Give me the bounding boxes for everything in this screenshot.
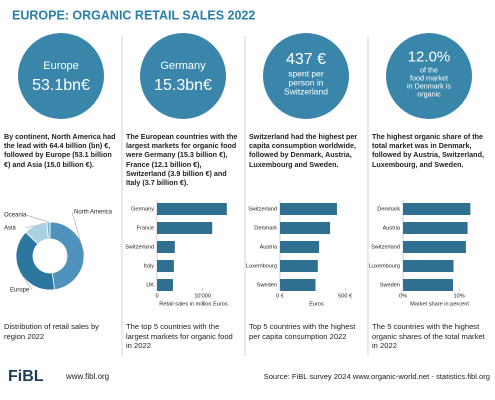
bar: [403, 203, 471, 215]
caption: Top 5 countries with the highest per cap…: [249, 322, 356, 341]
badge: [263, 33, 349, 119]
caption: Distribution of retail sales by region 2…: [4, 322, 99, 341]
y-tick-label: Denmark: [254, 225, 277, 231]
donut-slice: [15, 231, 55, 291]
badge-text: 437 €: [286, 51, 326, 68]
y-tick-label: Switzerland: [371, 244, 400, 250]
leader-line: [25, 214, 49, 223]
panel-text: The European countries with the largest …: [126, 132, 238, 188]
slice-label: Oceania: [4, 213, 27, 219]
y-tick-label: Italy: [144, 263, 154, 269]
caption: The top 5 countries with the largest mar…: [126, 322, 233, 351]
x-tick-label: 0%: [399, 293, 407, 299]
slice-label: Asia: [4, 226, 16, 232]
footer-url: www.fibl.org: [65, 372, 109, 381]
badge: [18, 33, 104, 119]
leader-line: [25, 225, 36, 229]
badge-text: food market: [410, 73, 448, 82]
bar: [403, 279, 453, 291]
footer-source: Source: FiBL survey 2024 www.organic-wor…: [264, 372, 490, 381]
badge-text: organic: [417, 89, 441, 98]
bar: [280, 222, 331, 234]
badge-text: Europe: [43, 60, 78, 72]
badge-text: 53.1bn€: [32, 77, 90, 94]
bar: [157, 241, 175, 253]
badge-text: spent per: [288, 68, 324, 78]
bar: [403, 241, 466, 253]
badge-text: person in: [289, 77, 324, 87]
bar: [280, 241, 320, 253]
x-axis-label: Market share in percent: [410, 301, 469, 307]
panel-text: Switzerland had the highest per capita c…: [249, 132, 358, 169]
y-tick-label: Switzerland: [125, 244, 154, 250]
bar: [157, 279, 173, 291]
y-tick-label: France: [137, 225, 154, 231]
logo: FiBL: [8, 368, 44, 385]
bar: [280, 279, 316, 291]
caption: The 5 countries with the highest organic…: [372, 322, 485, 351]
slice-label: North America: [74, 210, 113, 216]
x-axis-label: Euros: [309, 301, 324, 307]
badge-text: Switzerland: [284, 86, 328, 96]
leader-line: [19, 271, 33, 291]
leader-line: [71, 211, 85, 254]
y-tick-label: UK: [146, 282, 154, 288]
x-tick-label: 10%: [454, 293, 465, 299]
badge-text: of the: [420, 65, 438, 74]
panel-text: The highest organic share of the total m…: [372, 132, 484, 169]
y-tick-label: Austria: [260, 244, 278, 250]
slice-label: Europe: [10, 288, 30, 294]
badge-text: in Denmark is: [407, 81, 451, 90]
badge-text: 15.3bn€: [154, 77, 212, 94]
x-tick-label: 500 €: [338, 293, 353, 299]
badge-text: Germany: [160, 60, 206, 72]
bar: [157, 203, 227, 215]
y-tick-label: Germany: [131, 206, 154, 212]
badge: [140, 33, 226, 119]
y-tick-label: Luxembourg: [369, 263, 400, 269]
panel-text: By continent, North America had the lead…: [4, 132, 116, 169]
bar: [403, 222, 468, 234]
badge-text: 12.0%: [408, 48, 451, 65]
y-tick-label: Switzerland: [248, 206, 277, 212]
x-tick-label: 10'000: [194, 293, 211, 299]
y-tick-label: Austria: [383, 225, 401, 231]
bar: [280, 260, 318, 272]
x-axis-label: Retail sales in million Euros: [159, 301, 228, 307]
bar: [157, 222, 213, 234]
donut-slice: [49, 221, 85, 291]
x-tick-label: 0: [155, 293, 158, 299]
badge: [386, 33, 472, 119]
y-tick-label: Luxembourg: [246, 263, 277, 269]
title: EUROPE: ORGANIC RETAIL SALES 2022: [12, 8, 255, 22]
bar: [403, 260, 454, 272]
bar: [280, 203, 337, 215]
y-tick-label: Denmark: [377, 206, 400, 212]
bar: [157, 260, 174, 272]
y-tick-label: Sweden: [257, 282, 277, 288]
y-tick-label: Sweden: [380, 282, 400, 288]
x-tick-label: 0 €: [276, 293, 285, 299]
